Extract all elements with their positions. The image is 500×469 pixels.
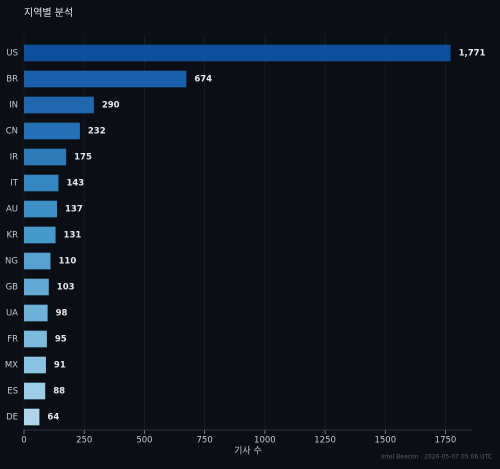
- x-tick-label: 250: [76, 436, 92, 446]
- value-label: 232: [88, 127, 106, 137]
- y-tick-label: FR: [7, 335, 18, 345]
- bar: [24, 382, 46, 400]
- y-tick-label: AU: [6, 205, 18, 215]
- x-tick-label: 1000: [254, 436, 276, 446]
- bar: [24, 304, 48, 322]
- bar: [24, 174, 59, 192]
- x-tick-label: 0: [21, 436, 26, 446]
- bar: [24, 200, 57, 218]
- y-tick-label: US: [6, 49, 18, 59]
- x-axis-label: 기사 수: [234, 446, 262, 457]
- value-label: 98: [56, 309, 68, 319]
- bar: [24, 70, 187, 88]
- value-label: 64: [47, 413, 59, 423]
- value-label: 143: [66, 179, 84, 189]
- y-tick-label: IR: [10, 153, 19, 163]
- value-label: 110: [58, 257, 76, 267]
- bar: [24, 148, 67, 166]
- y-tick-label: GB: [6, 283, 19, 293]
- value-label: 137: [65, 205, 83, 215]
- y-tick-label: ES: [7, 387, 18, 397]
- value-label: 175: [74, 153, 92, 163]
- x-tick-label: 500: [136, 436, 152, 446]
- value-label: 290: [102, 101, 120, 111]
- bar: [24, 252, 51, 270]
- bar: [24, 330, 47, 348]
- bar: [24, 278, 49, 296]
- value-label: 95: [55, 335, 67, 345]
- value-label: 131: [64, 231, 82, 241]
- value-label: 674: [194, 75, 212, 85]
- y-tick-label: MX: [5, 361, 18, 371]
- bar: [24, 408, 40, 426]
- value-label: 1,771: [459, 49, 486, 59]
- x-tick-label: 1750: [435, 436, 457, 446]
- bar: [24, 44, 451, 62]
- y-tick-label: DE: [6, 413, 18, 423]
- y-tick-label: UA: [6, 309, 18, 319]
- x-tick-label: 1250: [314, 436, 336, 446]
- value-label: 103: [57, 283, 75, 293]
- x-tick-label: 750: [197, 436, 213, 446]
- value-label: 88: [53, 387, 65, 397]
- y-tick-label: IN: [9, 101, 18, 111]
- x-tick-label: 1500: [374, 436, 396, 446]
- bar: [24, 96, 94, 114]
- y-tick-label: NG: [5, 257, 18, 267]
- footer-note: Intel Beacon · 2026-05-07 05:06 UTC: [381, 454, 492, 461]
- bar: [24, 356, 46, 374]
- chart-title: 지역별 분석: [24, 7, 73, 19]
- y-tick-label: BR: [6, 75, 18, 85]
- bar: [24, 122, 80, 140]
- y-tick-label: IT: [10, 179, 19, 189]
- value-label: 91: [54, 361, 66, 371]
- bar: [24, 226, 56, 244]
- y-tick-label: CN: [6, 127, 18, 137]
- y-tick-label: KR: [7, 231, 19, 241]
